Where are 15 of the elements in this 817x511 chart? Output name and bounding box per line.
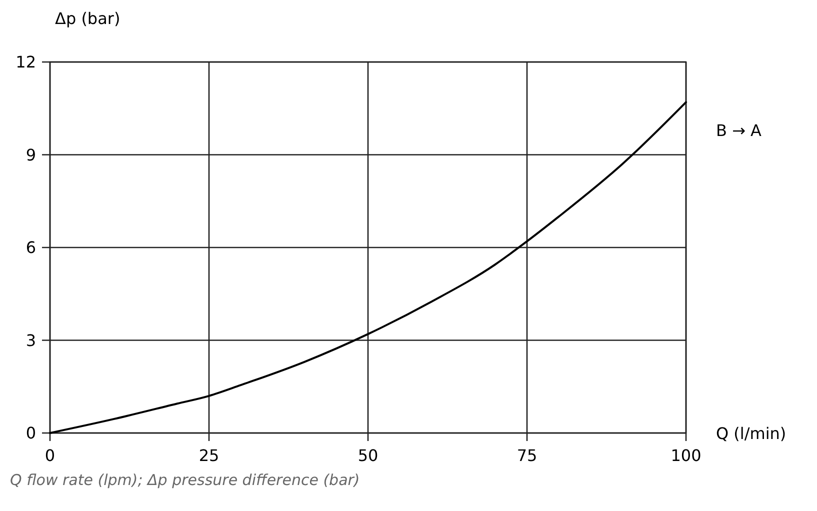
line-series [49,101,687,434]
y-tick-label: 12 [16,52,36,72]
y-tick-label: 3 [26,330,36,350]
text: Q flow rate (lpm); Δp pressure difference (bar) [10,471,360,489]
y-tick-label: 0 [26,424,36,443]
x-tick-label: 50 [358,446,378,465]
y-tick-label: 9 [26,145,36,164]
x-tick-label: 100 [670,446,702,465]
x-tick-label: 0 [44,446,56,465]
x-tick-label: 75 [516,446,538,465]
text: B → A [716,121,762,140]
x-tick-label: 25 [198,446,220,465]
y-tick-label: 6 [26,238,36,258]
x-axis-title: Q (l/min) [716,424,786,443]
y-axis-title: Δp (bar) [55,9,120,28]
